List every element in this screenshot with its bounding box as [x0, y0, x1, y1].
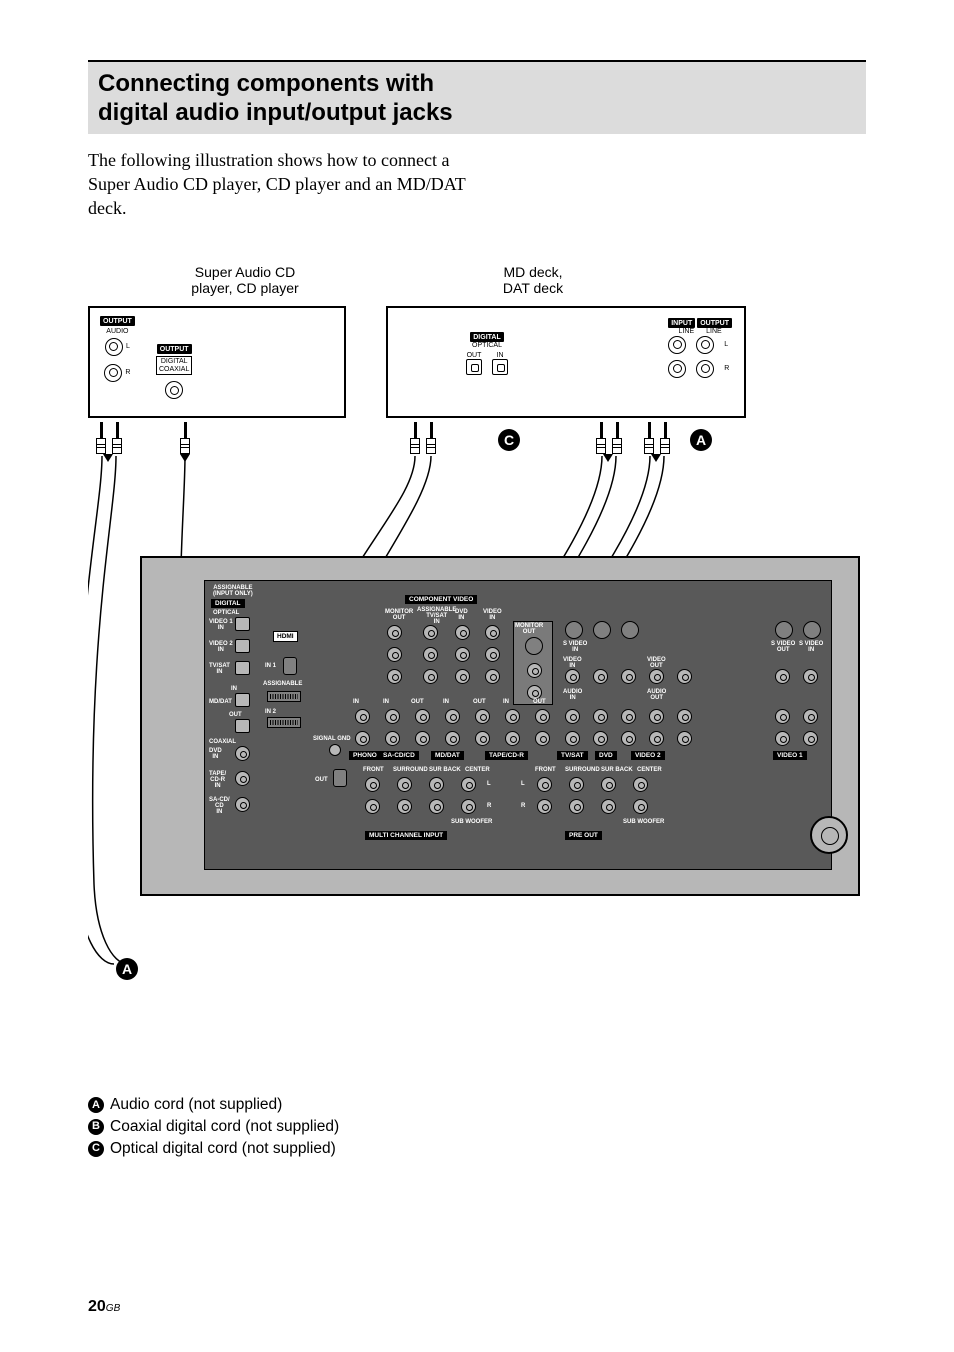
legend-badge-a: A — [88, 1097, 104, 1113]
digital-pill: DIGITAL — [211, 599, 245, 608]
mddat-out: OUT — [229, 712, 242, 718]
legend-badge-c: C — [88, 1141, 104, 1157]
tvsat-in: TV/SAT IN — [209, 663, 230, 675]
optical-label: OPTICAL — [213, 610, 239, 616]
tapecdr-in: TAPE/ CD-R IN — [209, 771, 226, 789]
hdmi-label: HDMI — [273, 631, 298, 642]
sacd-in: SA-CD/ CD IN — [209, 797, 230, 815]
tvsat-label: TV/SAT — [557, 751, 588, 760]
hdmi-in2-port — [267, 717, 301, 728]
receiver-body: ASSIGNABLE (INPUT ONLY) DIGITAL OPTICAL … — [140, 556, 860, 896]
coax-dvd — [235, 746, 250, 761]
badge-a-top: A — [690, 429, 712, 451]
legend-c: C Optical digital cord (not supplied) — [88, 1138, 866, 1160]
intro-paragraph: The following illustration shows how to … — [88, 148, 468, 221]
dvd-in: DVD IN — [209, 748, 222, 760]
md-line-out-l — [696, 336, 714, 354]
page-number-value: 20 — [88, 1298, 106, 1315]
sacdcd-label: SA-CD/CD — [379, 751, 419, 760]
page-number-suffix: GB — [106, 1303, 120, 1314]
pre-out-label: PRE OUT — [565, 831, 602, 840]
video1-label: VIDEO 1 — [773, 751, 807, 760]
legend-b: B Coaxial digital cord (not supplied) — [88, 1116, 866, 1138]
coax-sacd — [235, 797, 250, 812]
section-title: Connecting components with digital audio… — [98, 70, 856, 128]
legend-text-c: Optical digital cord (not supplied) — [110, 1138, 336, 1160]
legend-text-b: Coaxial digital cord (not supplied) — [110, 1116, 339, 1138]
component-video-label: COMPONENT VIDEO — [405, 595, 477, 604]
cd-coax-out — [165, 381, 183, 399]
cd-audio-out-r — [104, 364, 122, 382]
md-line-out-r — [696, 360, 714, 378]
cd-audio-label: AUDIO — [106, 328, 128, 335]
video1-in: VIDEO 1 IN — [209, 619, 233, 631]
opt-video2 — [235, 639, 250, 653]
cd-device-label: Super Audio CD player, CD player — [160, 264, 330, 296]
legend-text-a: Audio cord (not supplied) — [110, 1094, 282, 1116]
mddat-label: MD/DAT — [209, 699, 232, 705]
md-digital-pill: DIGITAL — [470, 332, 503, 342]
multi-channel-input-label: MULTI CHANNEL INPUT — [365, 831, 447, 840]
md-line-in-l — [668, 336, 686, 354]
phono-label: PHONO — [349, 751, 381, 760]
legend-list: A Audio cord (not supplied) B Coaxial di… — [88, 1094, 866, 1159]
md-optical-out — [466, 359, 482, 375]
gnd-terminal — [329, 744, 341, 756]
signal-gnd: SIGNAL GND — [313, 736, 351, 742]
opt-mddat-in — [235, 693, 250, 707]
connection-diagram: Super Audio CD player, CD player MD deck… — [88, 264, 866, 1034]
assignable-input-label: ASSIGNABLE (INPUT ONLY) — [213, 585, 253, 597]
video2-in: VIDEO 2 IN — [209, 641, 233, 653]
hdmi-in1-port — [283, 657, 297, 675]
hdmi-assignable-port — [267, 691, 301, 702]
ac-outlet — [810, 816, 848, 854]
md-line-plug-left — [596, 422, 622, 454]
hdmi-out-port — [333, 769, 347, 787]
opt-video1 — [235, 617, 250, 631]
cd-player-box: OUTPUT AUDIO L R OUTPUT DIGITAL COAXIAL — [88, 306, 346, 418]
cd-audio-out-l — [105, 338, 123, 356]
dvd-label: DVD — [595, 751, 617, 760]
title-line-1: Connecting components with — [98, 70, 434, 97]
mddat-in: IN — [231, 686, 237, 692]
comp-mon-pr — [387, 669, 402, 684]
cd-digital-output-pill: OUTPUT — [157, 344, 192, 354]
cd-coax-plug — [180, 422, 190, 454]
md-line-in-r — [668, 360, 686, 378]
opt-mddat-out — [235, 719, 250, 733]
legend-a: A Audio cord (not supplied) — [88, 1094, 866, 1116]
coaxial-label: COAXIAL — [209, 739, 236, 745]
mddat-grp-label: MD/DAT — [431, 751, 464, 760]
md-optical-plug — [410, 422, 436, 454]
coax-tapecdr — [235, 771, 250, 786]
receiver-rear-panel: ASSIGNABLE (INPUT ONLY) DIGITAL OPTICAL … — [204, 580, 832, 870]
badge-c: C — [498, 429, 520, 451]
section-header: Connecting components with digital audio… — [88, 60, 866, 134]
tapecdr-label: TAPE/CD-R — [485, 751, 528, 760]
cd-output-pill: OUTPUT — [100, 316, 135, 326]
legend-badge-b: B — [88, 1119, 104, 1135]
md-input-pill: INPUT — [668, 318, 695, 328]
badge-a-bottom: A — [116, 958, 138, 980]
title-line-2: digital audio input/output jacks — [98, 99, 453, 126]
page-number: 20GB — [88, 1298, 120, 1316]
comp-mon-y — [387, 625, 402, 640]
md-output-pill: OUTPUT — [697, 318, 732, 328]
comp-mon-pb — [387, 647, 402, 662]
cd-audio-plug — [96, 422, 122, 454]
md-device-label: MD deck, DAT deck — [448, 264, 618, 296]
opt-tvsat — [235, 661, 250, 675]
md-optical-in — [492, 359, 508, 375]
assignable-hdmi: ASSIGNABLE — [263, 681, 302, 687]
md-dat-box: DIGITAL OPTICAL OUT IN INPUT OUTPUT LINE — [386, 306, 746, 418]
md-line-plug-right — [644, 422, 670, 454]
video2-label: VIDEO 2 — [631, 751, 665, 760]
